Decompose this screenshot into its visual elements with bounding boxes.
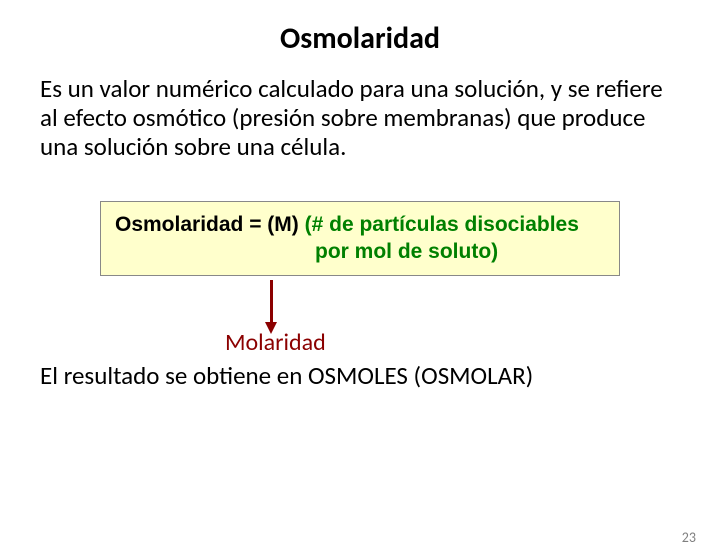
definition-paragraph: Es un valor numérico calculado para una … (40, 75, 680, 161)
formula-rhs-line2: por mol de soluto) (115, 239, 605, 265)
arrow-annotation: Molaridad (0, 280, 720, 340)
formula-line-1: Osmolaridad = (M) (# de partículas disoc… (115, 212, 605, 238)
page-number: 23 (682, 529, 696, 546)
formula-lhs: Osmolaridad = (M) (115, 213, 305, 236)
formula-rhs-line1: (# de partículas disociables (305, 213, 579, 236)
result-paragraph: El resultado se obtiene en OSMOLES (OSMO… (40, 360, 680, 391)
arrow-shaft (270, 280, 273, 324)
formula-box: Osmolaridad = (M) (# de partículas disoc… (100, 201, 620, 276)
arrow-label: Molaridad (225, 328, 326, 357)
page-title: Osmolaridad (0, 20, 720, 57)
